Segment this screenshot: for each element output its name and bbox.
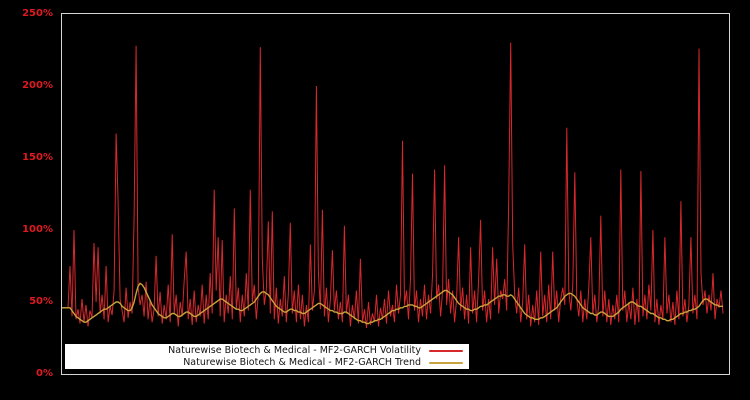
trend-line-swatch — [429, 361, 463, 364]
y-tick-label: 150% — [22, 152, 53, 163]
legend-label-trend: Naturewise Biotech & Medical - MF2-GARCH… — [183, 357, 421, 368]
y-tick-label: 50% — [29, 296, 53, 307]
legend-label-volatility: Naturewise Biotech & Medical - MF2-GARCH… — [168, 345, 421, 356]
plot-area — [61, 13, 730, 375]
volatility-line-swatch — [429, 349, 463, 352]
volatility-chart — [62, 42, 724, 328]
y-axis: 250% 200% 150% 100% 50% 0% — [0, 0, 53, 400]
legend: Naturewise Biotech & Medical - MF2-GARCH… — [65, 344, 469, 369]
trend-line — [62, 282, 723, 325]
y-tick-label: 100% — [22, 224, 53, 235]
volatility-line — [62, 42, 724, 328]
y-tick-label: 0% — [36, 368, 53, 379]
legend-item-trend: Naturewise Biotech & Medical - MF2-GARCH… — [65, 357, 469, 368]
y-tick-label: 200% — [22, 80, 53, 91]
y-tick-label: 250% — [22, 8, 53, 19]
legend-item-volatility: Naturewise Biotech & Medical - MF2-GARCH… — [65, 345, 469, 356]
